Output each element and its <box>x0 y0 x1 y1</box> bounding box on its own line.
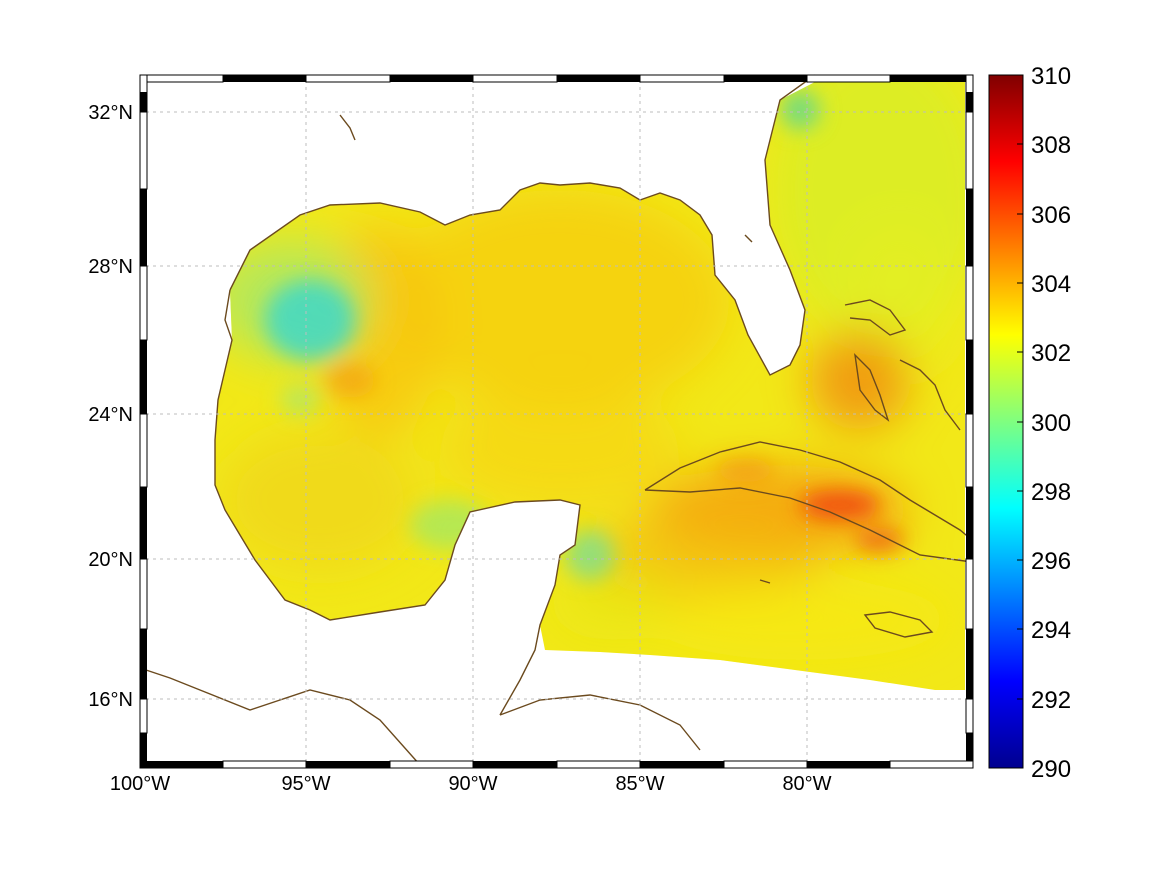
lat-label-16n: 16°N <box>88 689 133 711</box>
latitude-labels: 32°N 28°N 24°N 20°N 16°N <box>88 102 133 711</box>
lat-label-32n: 32°N <box>88 102 133 124</box>
colorbar-tick-308: 308 <box>1031 132 1071 159</box>
longitude-labels: 100°W 95°W 90°W 85°W 80°W <box>110 773 832 795</box>
map-border <box>139 74 974 769</box>
colorbar-tick-310: 310 <box>1031 63 1071 90</box>
colorbar-tick-300: 300 <box>1031 410 1071 437</box>
colorbar-tick-302: 302 <box>1031 340 1071 367</box>
colorbar-tick-292: 292 <box>1031 687 1071 714</box>
lon-label-100w: 100°W <box>110 773 170 795</box>
lon-label-85w: 85°W <box>615 773 664 795</box>
colorbar-tick-306: 306 <box>1031 202 1071 229</box>
colorbar-tick-304: 304 <box>1031 271 1071 298</box>
lat-label-28n: 28°N <box>88 256 133 278</box>
colorbar-tick-294: 294 <box>1031 617 1071 644</box>
colorbar: 310 308 306 304 302 300 298 296 294 292 … <box>988 63 1071 783</box>
colorbar-ticks <box>1017 143 1023 700</box>
colorbar-tick-290: 290 <box>1031 756 1071 783</box>
lat-label-24n: 24°N <box>88 404 133 426</box>
lat-label-20n: 20°N <box>88 549 133 571</box>
lon-label-90w: 90°W <box>448 773 497 795</box>
graticule <box>146 80 966 762</box>
lon-label-80w: 80°W <box>782 773 831 795</box>
coastlines <box>139 74 973 766</box>
lon-label-95w: 95°W <box>281 773 330 795</box>
colorbar-tick-298: 298 <box>1031 479 1071 506</box>
colorbar-tick-296: 296 <box>1031 548 1071 575</box>
